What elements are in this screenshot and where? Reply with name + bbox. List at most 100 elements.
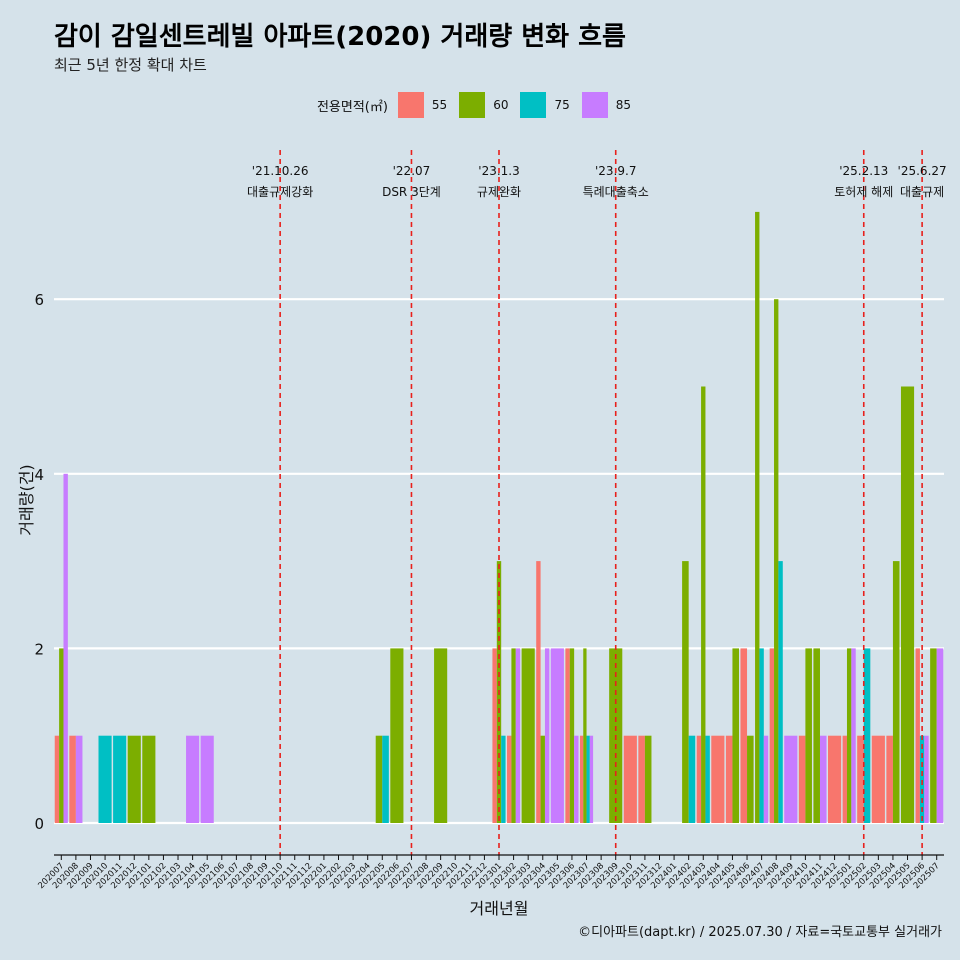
bar-55-202405 xyxy=(725,735,733,823)
y-tick-label: 4 xyxy=(34,466,44,484)
bar-85-202007 xyxy=(63,473,68,823)
bar-55-202302 xyxy=(507,735,512,823)
bar-85-202409 xyxy=(784,735,798,823)
bar-60-202507 xyxy=(930,648,937,823)
bar-55-202306 xyxy=(565,648,570,823)
bar-55-202311 xyxy=(638,735,645,823)
bar-60-202209 xyxy=(434,648,448,823)
bar-85-202501 xyxy=(851,648,856,823)
bar-55-202501 xyxy=(842,735,847,823)
bar-75-202502 xyxy=(863,648,871,823)
bar-75-202011 xyxy=(113,735,127,823)
bar-75-202307 xyxy=(586,735,590,823)
bar-60-202302 xyxy=(511,648,516,823)
bar-60-202403 xyxy=(701,386,706,823)
bar-55-202502 xyxy=(857,735,864,823)
annotation-label: DSR 3단계 xyxy=(382,185,441,199)
chart-subtitle: 최근 5년 한정 확대 차트 xyxy=(54,56,207,74)
annotation-label: 규제완화 xyxy=(477,185,521,199)
bar-60-202303 xyxy=(521,648,535,823)
chart-title: 감이 감일센트레빌 아파트(2020) 거래량 변화 흐름 xyxy=(54,22,626,52)
annotation-date: '22.07 xyxy=(393,164,431,178)
bar-60-202304 xyxy=(540,735,545,823)
x-axis-label: 거래년월 xyxy=(470,899,529,918)
bar-60-202101 xyxy=(142,735,156,823)
legend-swatch-60 xyxy=(459,92,486,118)
bar-60-202406 xyxy=(747,735,754,823)
legend-label-85: 85 xyxy=(615,98,632,112)
bar-85-202507 xyxy=(936,648,944,823)
source-caption: ©디아파트(dapt.kr) / 2025.07.30 / 자료=국토교통부 실… xyxy=(578,925,942,940)
legend-swatch-85 xyxy=(581,92,608,118)
legend-label-60: 60 xyxy=(493,98,509,112)
bar-55-202404 xyxy=(711,735,725,823)
bar-60-202501 xyxy=(846,648,852,823)
annotation-date: '21.10.26 xyxy=(252,164,309,178)
bar-85-202307 xyxy=(589,735,594,823)
y-tick-label: 0 xyxy=(34,815,44,833)
bar-75-202205 xyxy=(382,735,389,823)
bar-55-202504 xyxy=(886,735,893,823)
annotation-label: 대출규제강화 xyxy=(247,185,313,199)
bar-85-202411 xyxy=(819,735,827,823)
legend-title: 전용면적(㎡) xyxy=(316,99,388,115)
bar-85-202304 xyxy=(544,648,550,823)
legend: 전용면적(㎡) 55 60 75 85 xyxy=(0,92,960,118)
bar-85-202306 xyxy=(574,735,579,823)
bar-75-202402 xyxy=(688,735,696,823)
bar-55-202301 xyxy=(492,648,497,823)
bar-60-202504 xyxy=(892,561,900,823)
bar-55-202403 xyxy=(696,735,702,823)
annotation-label: 대출규제 xyxy=(900,185,944,199)
bar-55-202007 xyxy=(54,735,60,823)
annotation-date: '25.6.27 xyxy=(898,164,947,178)
legend-item-75: 75 xyxy=(520,92,570,118)
annotation-date: '25.2.13 xyxy=(839,164,888,178)
bar-85-202008 xyxy=(75,735,83,823)
bar-75-202010 xyxy=(98,735,112,823)
bar-55-202506 xyxy=(915,648,920,823)
bar-85-202302 xyxy=(515,648,521,823)
bar-55-202304 xyxy=(536,561,541,823)
bar-60-202411 xyxy=(813,648,820,823)
bar-85-202305 xyxy=(550,648,564,823)
bar-60-202311 xyxy=(644,735,652,823)
bar-60-202306 xyxy=(569,648,575,823)
bar-55-202008 xyxy=(69,735,76,823)
legend-swatch-55 xyxy=(397,92,424,118)
bar-55-202307 xyxy=(579,735,584,823)
bar-60-202410 xyxy=(805,648,812,823)
bar-60-202405 xyxy=(732,648,740,823)
bar-55-202406 xyxy=(740,648,748,823)
legend-item-60: 60 xyxy=(459,92,508,118)
y-axis-label: 거래량(건) xyxy=(17,464,36,535)
annotation-date: '23.9.7 xyxy=(595,164,636,178)
bar-75-202407 xyxy=(759,648,764,823)
bar-85-202105 xyxy=(200,735,214,823)
bar-60-202012 xyxy=(127,735,141,823)
bar-60-202505 xyxy=(900,386,915,823)
bar-75-202403 xyxy=(705,735,710,823)
annotation-date: '23.1.3 xyxy=(478,164,519,178)
bar-55-202412 xyxy=(828,735,842,823)
bar-75-202301 xyxy=(501,735,506,823)
bar-55-202503 xyxy=(871,735,885,823)
bar-55-202310 xyxy=(623,735,637,823)
legend-label-55: 55 xyxy=(431,98,448,112)
bar-60-202206 xyxy=(390,648,404,823)
bar-60-202205 xyxy=(375,735,383,823)
bar-60-202408 xyxy=(774,299,779,823)
bar-85-202104 xyxy=(186,735,200,823)
legend-item-55: 55 xyxy=(397,92,448,118)
bar-85-202506 xyxy=(924,735,929,823)
bar-55-202410 xyxy=(798,735,806,823)
bar-60-202007 xyxy=(59,648,64,823)
bar-55-202408 xyxy=(769,648,775,823)
legend-item-85: 85 xyxy=(581,92,632,118)
bar-75-202506 xyxy=(919,735,925,823)
y-tick-label: 6 xyxy=(34,291,44,309)
annotation-label: 특례대출축소 xyxy=(583,185,649,199)
legend-label-75: 75 xyxy=(554,98,570,112)
